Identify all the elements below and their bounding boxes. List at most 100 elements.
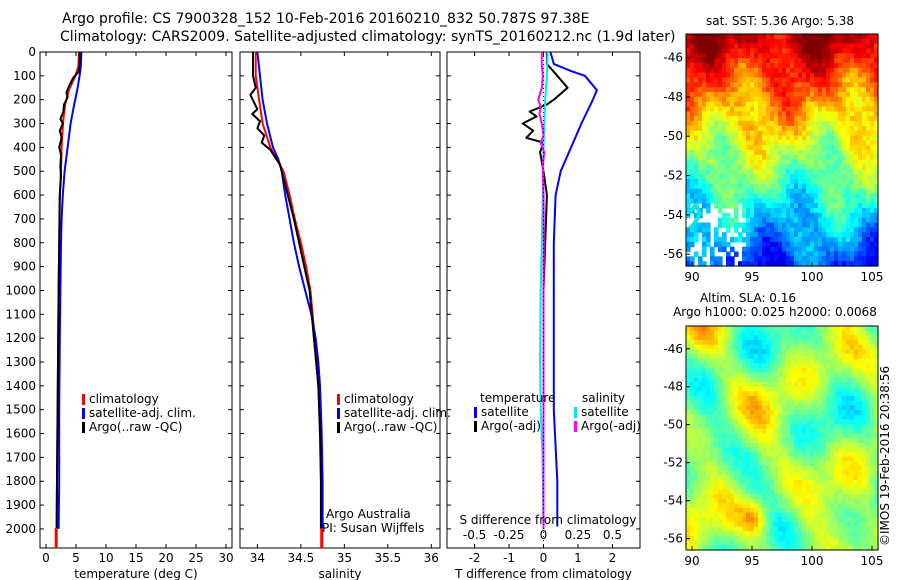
- map-cell: [742, 125, 747, 132]
- map-cell: [714, 428, 719, 434]
- map-cell: [686, 335, 691, 341]
- map-cell: [802, 391, 807, 397]
- map-cell: [866, 183, 871, 190]
- map-cell: [798, 183, 803, 190]
- map-cell: [874, 241, 879, 248]
- x-tick-label: 90: [684, 554, 699, 568]
- map-cell: [798, 466, 803, 472]
- map-cell: [714, 414, 719, 420]
- map-cell: [834, 77, 839, 83]
- map-cell: [794, 461, 799, 467]
- map-cell: [810, 419, 815, 425]
- map-cell: [710, 111, 715, 117]
- map-cell: [694, 447, 699, 453]
- map-cell: [790, 456, 795, 462]
- map-cell: [790, 96, 795, 103]
- map-cell: [870, 428, 875, 434]
- map-cell: [778, 222, 783, 228]
- map-cell: [778, 256, 783, 262]
- map-cell: [770, 498, 775, 504]
- map-cell: [830, 261, 835, 267]
- map-cell: [874, 326, 879, 332]
- map-cell: [826, 256, 831, 262]
- map-cell: [730, 512, 735, 518]
- map-cell: [718, 188, 723, 195]
- map-cell: [810, 396, 815, 402]
- map-cell: [842, 540, 847, 546]
- map-cell: [814, 438, 819, 444]
- map-cell: [806, 335, 811, 341]
- map-cell: [858, 58, 863, 64]
- map-cell: [786, 150, 791, 156]
- map-cell: [874, 410, 879, 416]
- map-cell: [698, 53, 703, 59]
- map-cell: [866, 517, 871, 523]
- map-cell: [838, 130, 843, 137]
- map-cell: [846, 372, 851, 378]
- map-cell: [746, 106, 751, 112]
- map-cell: [738, 135, 743, 141]
- map-cell: [710, 428, 715, 434]
- map-cell: [870, 87, 875, 93]
- map-cell: [742, 212, 747, 219]
- map-cell: [710, 503, 715, 509]
- map-cell: [722, 419, 727, 425]
- map-cell: [774, 241, 779, 248]
- map-cell: [818, 512, 823, 518]
- map-cell: [854, 386, 859, 392]
- map-cell: [786, 256, 791, 262]
- map-cell: [686, 261, 691, 267]
- map-cell: [690, 391, 695, 397]
- map-cell: [854, 330, 859, 336]
- map-cell: [850, 340, 855, 346]
- map-cell: [822, 121, 827, 127]
- map-cell: [782, 179, 787, 185]
- map-cell: [854, 372, 859, 378]
- map-cell: [806, 217, 811, 224]
- map-cell: [798, 246, 803, 253]
- x-axis-label-salinity: S difference from climatology: [460, 513, 637, 527]
- map-cell: [810, 405, 815, 411]
- map-cell: [854, 424, 859, 430]
- y-tick-label: -48: [663, 380, 683, 394]
- x-tick-label: -2: [469, 551, 481, 565]
- map-cell: [818, 237, 823, 243]
- map-cell: [706, 480, 711, 486]
- map-cell: [862, 498, 867, 504]
- map-cell: [830, 92, 835, 98]
- salinity-tick-label: 0: [540, 528, 548, 542]
- map-cell: [750, 106, 755, 112]
- map-cell: [846, 424, 851, 430]
- map-cell: [782, 38, 787, 45]
- map-cell: [698, 456, 703, 462]
- map-cell: [834, 326, 839, 332]
- map-cell: [794, 34, 799, 40]
- map-cell: [802, 135, 807, 141]
- map-cell: [758, 372, 763, 378]
- map-cell: [834, 154, 839, 161]
- map-cell: [814, 67, 819, 74]
- map-cell: [874, 135, 879, 141]
- map-cell: [830, 111, 835, 117]
- map-cell: [754, 368, 759, 374]
- map-cell: [818, 419, 823, 425]
- map-cell: [786, 154, 791, 161]
- map-cell: [810, 424, 815, 430]
- map-cell: [846, 344, 851, 350]
- map-cell: [802, 494, 807, 500]
- map-cell: [746, 67, 751, 74]
- map-cell: [690, 382, 695, 388]
- y-tick-label: -56: [663, 532, 683, 546]
- map-cell: [798, 340, 803, 346]
- map-cell: [762, 150, 767, 156]
- map-cell: [826, 522, 831, 528]
- map-cell: [814, 545, 819, 551]
- map-cell: [734, 96, 739, 103]
- map-cell: [842, 92, 847, 98]
- map-cell: [754, 125, 759, 132]
- map-cell: [818, 82, 823, 88]
- map-cell: [838, 208, 843, 214]
- map-cell: [730, 140, 735, 146]
- map-cell: [714, 340, 719, 346]
- map-cell: [870, 92, 875, 98]
